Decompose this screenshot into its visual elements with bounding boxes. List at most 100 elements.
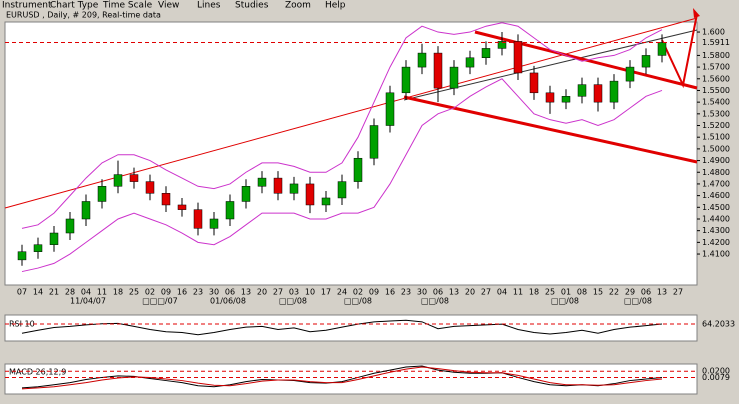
candle-body	[513, 41, 523, 74]
menu-item[interactable]: View	[158, 1, 179, 11]
y-tick-label: 1.4900	[702, 156, 730, 165]
x-tick-label: 25	[129, 288, 139, 297]
period-label: 01/06/08	[210, 297, 246, 306]
candle-body	[385, 92, 395, 126]
candle-body	[17, 251, 27, 261]
y-tick-label: 1.600	[702, 28, 725, 37]
x-tick-label: 30	[417, 288, 427, 297]
menu-item[interactable]: Studies	[235, 1, 269, 11]
candle-body	[33, 244, 43, 252]
candle-body	[561, 96, 571, 103]
x-tick-label: 13	[657, 288, 667, 297]
arrow-head	[693, 8, 700, 18]
candle-body	[369, 125, 379, 159]
candle-body	[209, 218, 219, 229]
candle-body	[241, 186, 251, 202]
x-tick-label: 18	[529, 288, 539, 297]
x-tick-label: 13	[449, 288, 459, 297]
x-tick-label: 15	[593, 288, 603, 297]
candle-body	[49, 232, 59, 245]
candle-body	[289, 183, 299, 194]
menu-item[interactable]: Help	[325, 1, 346, 11]
x-tick-label: 30	[209, 288, 219, 297]
x-tick-label: 07	[17, 288, 27, 297]
x-tick-label: 23	[401, 288, 411, 297]
candle-body	[417, 52, 427, 68]
candle-body	[97, 186, 107, 202]
y-tick-label: 1.5300	[702, 109, 730, 118]
candle-body	[273, 177, 283, 194]
period-label: □□/08	[344, 297, 372, 306]
x-tick-label: 06	[641, 288, 651, 297]
last-value-label: 64.2033	[702, 320, 735, 329]
candle-body	[465, 57, 475, 68]
menu-item[interactable]: Instrument	[2, 1, 52, 11]
x-tick-label: 21	[49, 288, 59, 297]
y-tick-label: 1.5800	[702, 51, 730, 60]
candle-body	[177, 204, 187, 210]
candle-body	[609, 80, 619, 103]
candle-body	[433, 52, 443, 89]
x-tick-label: 02	[145, 288, 155, 297]
candle-body	[497, 41, 507, 49]
x-tick-label: 09	[369, 288, 379, 297]
indicator-line	[21, 319, 663, 336]
menu-item[interactable]: Chart Type	[50, 1, 99, 11]
candle-body	[65, 218, 75, 234]
y-tick-label: 1.4800	[702, 168, 730, 177]
x-tick-label: 09	[161, 288, 171, 297]
projection-arrow	[661, 13, 698, 89]
last-price-label: 1.5911	[702, 38, 730, 47]
menu-item[interactable]: Lines	[197, 1, 221, 11]
x-tick-label: 27	[273, 288, 283, 297]
candle-body	[113, 174, 123, 187]
x-tick-label: 17	[321, 288, 331, 297]
menu-item[interactable]: Time Scale	[102, 1, 153, 11]
period-label: □□/08	[279, 297, 307, 306]
x-tick-label: 14	[33, 288, 43, 297]
candle-body	[145, 181, 155, 194]
period-label: □□/08	[551, 297, 579, 306]
x-tick-label: 01	[561, 288, 571, 297]
candle-body	[625, 66, 635, 82]
x-tick-label: 18	[113, 288, 123, 297]
x-tick-label: 27	[673, 288, 683, 297]
x-tick-label: 03	[289, 288, 299, 297]
candle-body	[193, 209, 203, 229]
x-tick-label: 22	[609, 288, 619, 297]
rsi-panel	[4, 314, 698, 342]
menu-bar	[0, 0, 739, 10]
menu-item[interactable]: Zoom	[285, 1, 311, 11]
y-tick-label: 1.5600	[702, 74, 730, 83]
candle-body	[641, 55, 651, 68]
candle-body	[657, 42, 667, 56]
x-tick-label: 13	[241, 288, 251, 297]
bollinger-band	[21, 22, 663, 229]
candle-body	[545, 92, 555, 103]
x-tick-label: 08	[577, 288, 587, 297]
candle-body	[577, 84, 587, 97]
bollinger-band	[21, 78, 663, 273]
candle-body	[353, 157, 363, 182]
candle-body	[529, 72, 539, 94]
x-tick-label: 16	[385, 288, 395, 297]
y-tick-label: 1.4300	[702, 226, 730, 235]
candle-body	[401, 66, 411, 94]
x-tick-label: 10	[305, 288, 315, 297]
x-tick-label: 16	[177, 288, 187, 297]
candle-body	[225, 201, 235, 220]
y-tick-label: 1.4700	[702, 179, 730, 188]
y-tick-label: 1.5700	[702, 63, 730, 72]
period-label: □□/08	[624, 297, 652, 306]
y-tick-label: 1.5400	[702, 98, 730, 107]
x-tick-label: 11	[97, 288, 107, 297]
candle-body	[449, 66, 459, 89]
channel-line	[403, 95, 698, 164]
candle-body	[81, 201, 91, 220]
y-tick-label: 1.4200	[702, 238, 730, 247]
period-label: 11/04/07	[70, 297, 106, 306]
candle-body	[481, 48, 491, 59]
